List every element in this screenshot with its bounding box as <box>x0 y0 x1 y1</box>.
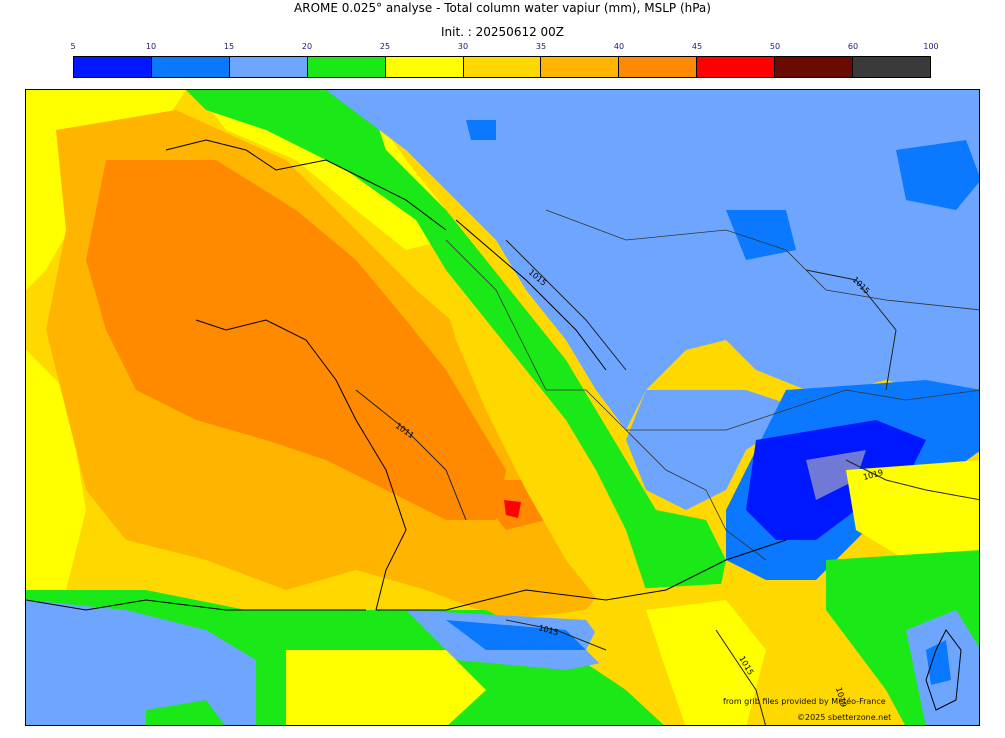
coastlines <box>26 139 962 711</box>
map-canvas: 1015 1015 1011 1019 1015 1015 1019 <box>26 90 979 725</box>
weather-map: 1015 1015 1011 1019 1015 1015 1019 <box>25 89 980 726</box>
region-lightblue-ne <box>326 90 979 430</box>
colorbar-segment <box>853 57 930 77</box>
colorbar-segment <box>151 57 230 77</box>
isobar-1015-ne <box>805 269 897 391</box>
colorbar-tick-label: 45 <box>691 42 703 51</box>
colorbar-segment <box>463 57 542 77</box>
colorbar-segment <box>385 57 464 77</box>
coast-biscay <box>195 319 407 611</box>
colorbar-segment <box>541 57 620 77</box>
border-ch-at <box>626 389 979 431</box>
region-green-band <box>186 90 726 630</box>
border-de <box>545 209 979 311</box>
colorbar-segment <box>74 57 152 77</box>
coast-channel <box>165 139 447 231</box>
coast-north-sea <box>455 219 607 371</box>
region-lightblue-spain <box>26 600 256 725</box>
colorbar-tick-label: 20 <box>301 42 313 51</box>
copyright-credit: ©2025 sbetterzone.net <box>797 713 892 722</box>
border-fr-de <box>445 239 767 561</box>
source-credit: from grib files provided by Météo-France <box>723 697 886 706</box>
colorbar-segment <box>619 57 698 77</box>
colorbar-tick-label: 40 <box>613 42 625 51</box>
init-time: Init. : 20250612 00Z <box>440 25 565 39</box>
colorbar-segment <box>697 57 776 77</box>
isobar-1019-alps <box>845 459 979 501</box>
region-yellow-med-2 <box>646 600 766 725</box>
region-orange-dark <box>86 160 506 520</box>
map-title: AROME 0.025° analyse - Total column wate… <box>294 1 711 15</box>
region-blue-patch-1 <box>896 140 979 210</box>
region-blue-corsica <box>926 640 951 685</box>
colorbar-tick-label: 30 <box>457 42 469 51</box>
colorbar-tick-label: 25 <box>379 42 391 51</box>
isobar-1011 <box>355 389 467 521</box>
region-blue-pyrenees <box>446 620 586 650</box>
colorbar-tick-label: 60 <box>847 42 859 51</box>
colorbar-tick-label: 5 <box>70 42 76 51</box>
coast-cantabria <box>26 599 366 611</box>
colorbar-segment <box>775 57 854 77</box>
region-yellow-ebro <box>286 650 486 725</box>
isobar-1015-n <box>505 239 627 371</box>
colorbar-tick-label: 100 <box>923 42 939 51</box>
region-blue-patch-3 <box>466 120 496 140</box>
coast-corsica <box>925 629 962 711</box>
region-lightblue-mid <box>626 390 806 510</box>
colorbar-tick-label: 15 <box>223 42 235 51</box>
colorbar-tick-label: 35 <box>535 42 547 51</box>
borders <box>445 209 979 561</box>
region-green-sw <box>146 700 225 725</box>
region-red-spot <box>504 500 521 518</box>
colorbar-tick-label: 10 <box>145 42 157 51</box>
colorbar <box>73 56 931 78</box>
colorbar-segment <box>307 57 386 77</box>
region-yellow-po <box>846 460 979 570</box>
colorbar-tick-label: 50 <box>769 42 781 51</box>
colorbar-segment <box>229 57 308 77</box>
isobars <box>355 239 979 725</box>
isobar-1015-pyr <box>505 619 607 651</box>
coast-med <box>376 539 787 611</box>
region-yellow-w <box>26 350 86 610</box>
isobar-1015-s <box>715 629 766 725</box>
